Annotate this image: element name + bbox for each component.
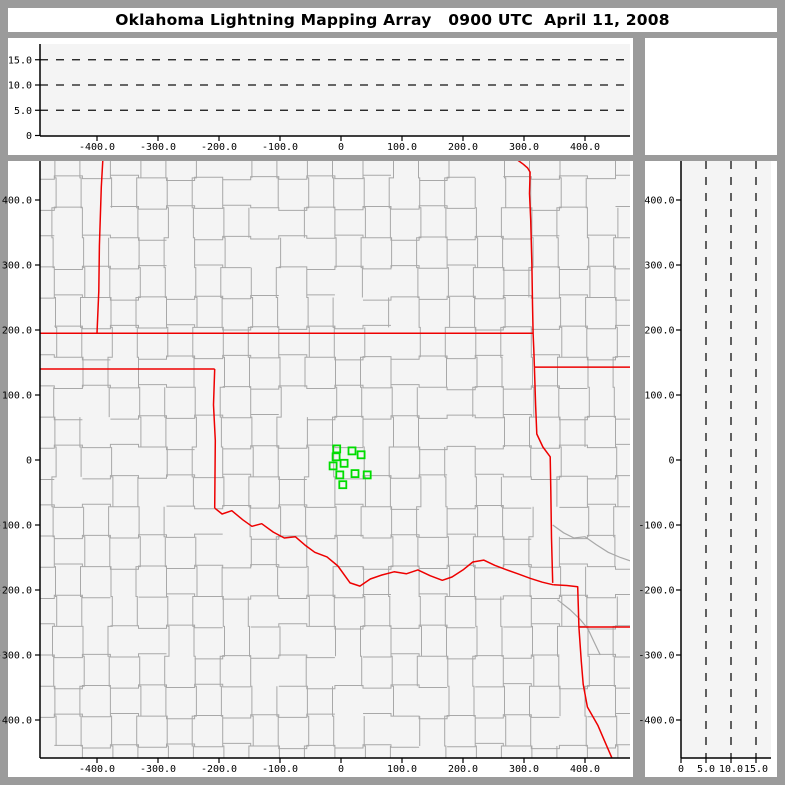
state-border xyxy=(214,507,554,587)
right-y-tick-label: -300.0 xyxy=(638,651,674,662)
county-outlines xyxy=(40,161,630,758)
top-y-tick-label: 0 xyxy=(26,131,32,142)
lma-station-marker xyxy=(338,480,348,490)
main-y-tick-label: -300.0 xyxy=(0,651,32,662)
top-x-tick-label: 400.0 xyxy=(570,142,600,153)
top-y-tick-label: 5.0 xyxy=(14,106,32,117)
state-border xyxy=(578,626,613,758)
right-y-tick-label: 200.0 xyxy=(644,326,674,337)
top-x-tick-label: -200.0 xyxy=(201,142,237,153)
main-y-tick-label: 300.0 xyxy=(2,261,32,272)
main-x-tick-label: -400.0 xyxy=(79,764,115,775)
state-border xyxy=(553,584,580,628)
main-y-tick-label: 400.0 xyxy=(2,196,32,207)
right-y-tick-label: -400.0 xyxy=(638,716,674,727)
main-x-tick-label: -100.0 xyxy=(262,764,298,775)
right-y-tick-label: 100.0 xyxy=(644,391,674,402)
lma-station-marker xyxy=(362,470,372,480)
right-y-tick-label: -200.0 xyxy=(638,586,674,597)
ew-altitude-plot-area xyxy=(40,44,630,136)
lma-station-marker xyxy=(328,461,338,471)
right-x-tick-label: 15.0 xyxy=(744,764,768,775)
ns-altitude-plot-area xyxy=(681,161,771,758)
lma-station-marker xyxy=(356,450,366,460)
lma-station-marker xyxy=(335,470,345,480)
main-y-tick-label: -200.0 xyxy=(0,586,32,597)
top-y-tick-label: 10.0 xyxy=(8,81,32,92)
lma-station-marker xyxy=(339,458,349,468)
top-x-tick-label: -300.0 xyxy=(140,142,176,153)
main-y-tick-label: 200.0 xyxy=(2,326,32,337)
right-y-tick-label: 400.0 xyxy=(644,196,674,207)
main-y-tick-label: 0 xyxy=(26,456,32,467)
main-x-tick-label: 300.0 xyxy=(509,764,539,775)
river-line xyxy=(557,599,601,656)
corner-panel xyxy=(645,38,777,155)
top-y-tick-label: 15.0 xyxy=(8,55,32,66)
right-x-tick-label: 5.0 xyxy=(697,764,715,775)
title-bar: Oklahoma Lightning Mapping Array 0900 UT… xyxy=(8,8,777,32)
top-x-tick-label: -100.0 xyxy=(262,142,298,153)
right-x-tick-label: 0 xyxy=(678,764,684,775)
map-layers xyxy=(40,161,630,758)
main-x-tick-label: 0 xyxy=(338,764,344,775)
lma-station-marker xyxy=(331,452,341,462)
right-y-tick-label: -100.0 xyxy=(638,521,674,532)
right-y-tick-label: 300.0 xyxy=(644,261,674,272)
top-x-tick-label: 100.0 xyxy=(387,142,417,153)
top-x-tick-label: 200.0 xyxy=(448,142,478,153)
top-x-tick-label: -400.0 xyxy=(79,142,115,153)
main-x-tick-label: 100.0 xyxy=(387,764,417,775)
main-x-tick-label: 400.0 xyxy=(570,764,600,775)
main-y-tick-label: -100.0 xyxy=(0,521,32,532)
state-border xyxy=(212,368,217,509)
state-border xyxy=(96,161,104,334)
top-x-tick-label: 300.0 xyxy=(509,142,539,153)
river-line xyxy=(552,524,630,562)
lma-station-marker xyxy=(350,469,360,479)
right-y-tick-label: 0 xyxy=(668,456,674,467)
main-y-tick-label: 100.0 xyxy=(2,391,32,402)
lma-station-marker xyxy=(347,446,357,456)
main-x-tick-label: 200.0 xyxy=(448,764,478,775)
top-x-tick-label: 0 xyxy=(338,142,344,153)
right-x-tick-label: 10.0 xyxy=(719,764,743,775)
state-border xyxy=(517,161,536,368)
state-border xyxy=(533,367,554,583)
page-title: Oklahoma Lightning Mapping Array 0900 UT… xyxy=(115,11,670,29)
main-y-tick-label: -400.0 xyxy=(0,716,32,727)
main-x-tick-label: -300.0 xyxy=(140,764,176,775)
main-x-tick-label: -200.0 xyxy=(201,764,237,775)
